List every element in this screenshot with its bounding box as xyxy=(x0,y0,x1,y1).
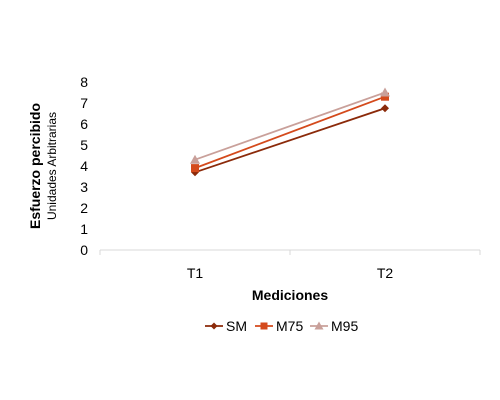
y-tick-label: 8 xyxy=(80,74,88,90)
y-tick-label: 6 xyxy=(80,116,88,132)
series-m75 xyxy=(191,92,389,173)
point-marker xyxy=(380,87,390,97)
y-tick-label: 1 xyxy=(80,221,88,237)
legend: SM M75 M95 xyxy=(205,318,358,334)
series-line xyxy=(194,107,386,174)
legend-label: M75 xyxy=(276,318,303,334)
point-marker xyxy=(314,321,324,330)
y-tick-label: 4 xyxy=(80,158,88,174)
x-tick-label: T1 xyxy=(187,265,204,281)
point-marker xyxy=(191,164,199,173)
legend-item-m95: M95 xyxy=(310,318,358,334)
x-tick-label: T2 xyxy=(377,265,394,281)
y-tick-label: 3 xyxy=(80,179,88,195)
x-axis-ticks: T1 T2 xyxy=(99,250,481,281)
y-tick-label: 5 xyxy=(80,137,88,153)
y-tick-label: 0 xyxy=(80,242,88,258)
legend-label: M95 xyxy=(331,318,358,334)
point-marker xyxy=(381,104,389,113)
series-sm xyxy=(191,104,389,177)
series-line xyxy=(194,91,386,161)
legend-label: SM xyxy=(226,318,247,334)
y-axis-title: Esfuerzo percibido xyxy=(27,103,43,229)
series-layer xyxy=(190,87,390,177)
y-axis-ticks: 0 1 2 3 4 5 6 7 8 xyxy=(80,74,88,258)
y-tick-label: 7 xyxy=(80,95,88,111)
point-marker xyxy=(190,154,200,164)
point-marker xyxy=(381,92,389,101)
series-line xyxy=(194,95,386,169)
y-axis-subtitle: Unidades Arbitrarias xyxy=(45,112,59,220)
point-marker xyxy=(260,322,268,330)
legend-item-sm: SM xyxy=(205,318,247,334)
series-m95 xyxy=(190,87,390,164)
point-marker xyxy=(210,322,218,330)
y-tick-label: 2 xyxy=(80,200,88,216)
legend-item-m75: M75 xyxy=(255,318,303,334)
x-axis-title: Mediciones xyxy=(252,287,328,303)
